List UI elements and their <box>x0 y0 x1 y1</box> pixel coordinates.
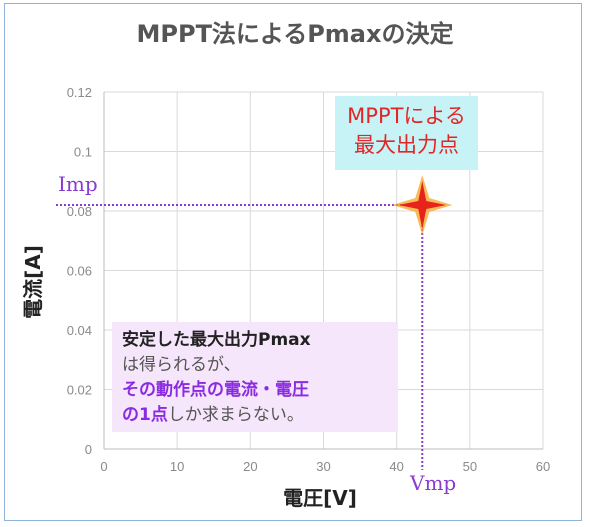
note-line-4: の1点しか求まらない。 <box>122 403 388 428</box>
y-tick-label: 0.04 <box>67 323 92 338</box>
vmp-label: Vmp <box>409 471 456 495</box>
x-tick-label: 40 <box>389 459 403 474</box>
note-line-2: は得られるが、 <box>122 355 241 375</box>
y-tick-label: 0 <box>85 442 92 457</box>
callout-line-1: MPPTによる <box>347 104 466 128</box>
x-tick-label: 50 <box>463 459 477 474</box>
x-tick-label: 0 <box>100 459 107 474</box>
y-tick-label: 0.02 <box>67 383 92 398</box>
chart-title: MPPT法によるPmaxの決定 <box>136 20 454 48</box>
note-line-4-rest: しか求まらない。 <box>167 405 304 425</box>
x-tick-label: 60 <box>536 459 550 474</box>
x-tick-label: 20 <box>243 459 257 474</box>
x-tick-labels: 0 10 20 30 40 50 60 <box>100 459 550 474</box>
data-points <box>392 175 453 236</box>
note-line-4-emphasis: の1点 <box>122 405 168 425</box>
note-box: 安定した最大出力Pmax は得られるが、 その動作点の電流・電圧 の1点しか求ま… <box>112 322 398 432</box>
note-line-1: 安定した最大出力Pmax <box>122 330 311 350</box>
y-axis-label: 電流[A] <box>21 245 45 319</box>
callout-line-2: 最大出力点 <box>354 133 459 157</box>
mppt-callout: MPPTによる 最大出力点 <box>335 96 478 170</box>
max-power-point <box>398 181 447 230</box>
guide-lines <box>56 204 424 470</box>
x-tick-label: 30 <box>316 459 330 474</box>
x-tick-label: 10 <box>170 459 184 474</box>
note-line-3: その動作点の電流・電圧 <box>122 380 309 400</box>
figure-frame <box>4 3 582 521</box>
imp-label: Imp <box>58 172 98 196</box>
y-tick-label: 0.12 <box>67 85 92 100</box>
x-axis-label: 電圧[V] <box>283 486 357 510</box>
y-tick-labels: 0 0.02 0.04 0.06 0.08 0.1 0.12 <box>67 85 92 457</box>
y-tick-label: 0.08 <box>67 204 92 219</box>
axes <box>103 92 543 450</box>
y-tick-label: 0.1 <box>74 145 92 160</box>
y-tick-label: 0.06 <box>67 264 92 279</box>
